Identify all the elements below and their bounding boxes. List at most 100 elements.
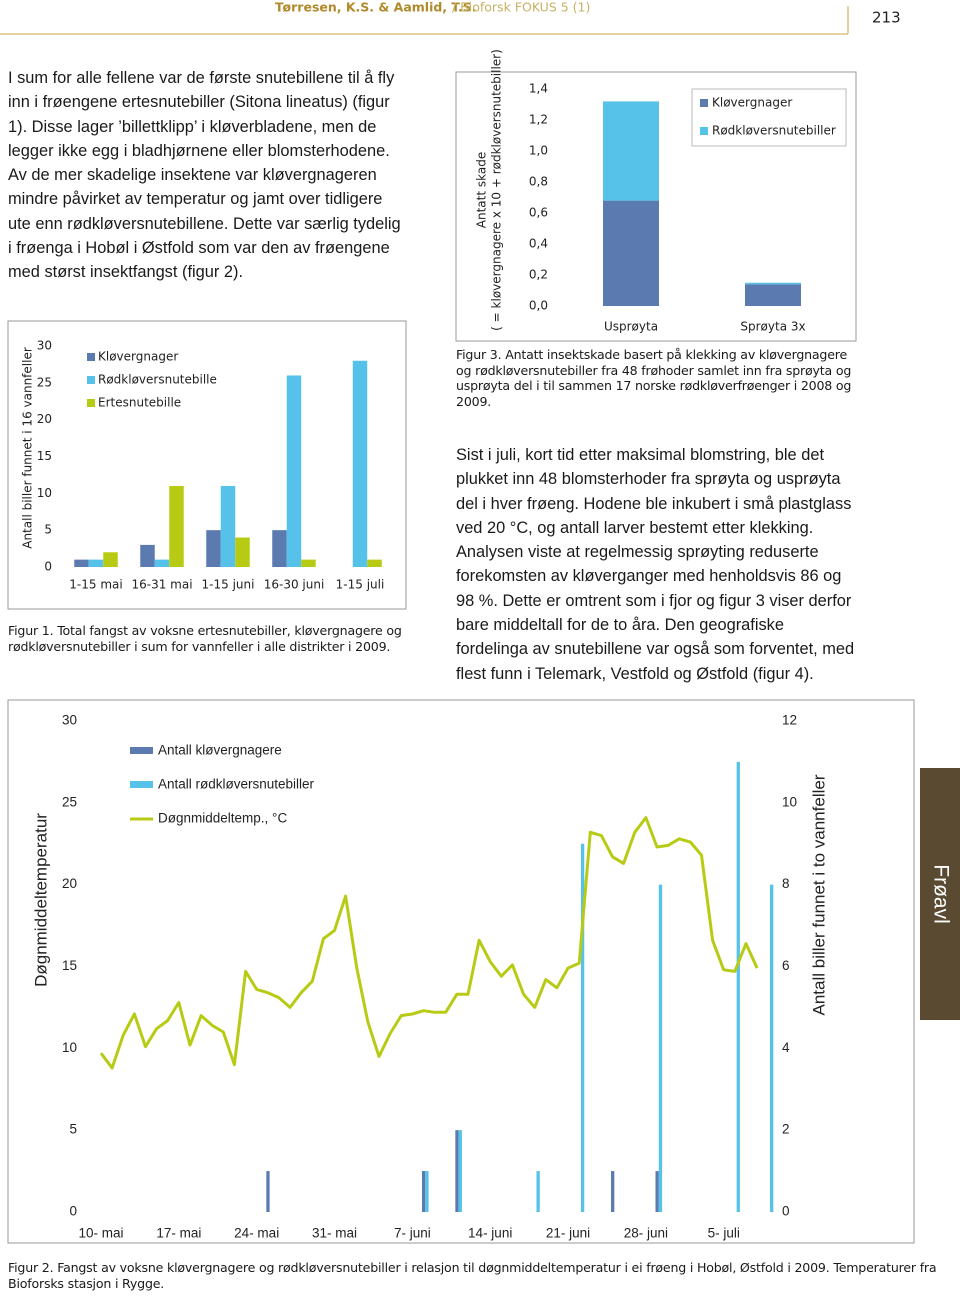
bar [220,485,236,567]
x-tick-label: 24- mai [234,1226,279,1241]
x-tick-label: 28- juni [624,1226,668,1241]
bar [266,1171,270,1212]
bar [536,1171,540,1212]
bar-segment [745,282,801,285]
bar [140,544,155,567]
bar [421,1171,426,1212]
y-tick-label: 10 [62,1040,77,1055]
figure-frame [455,71,857,342]
y2-tick-label: 2 [782,1122,790,1137]
bar [611,1171,615,1212]
y-axis-label: Døgnmiddeltemperatur [31,813,50,987]
y-tick-label: 1,4 [529,82,548,96]
bar [169,485,184,567]
y-axis-label: Antatt skade [475,152,489,228]
legend-swatch [87,353,95,361]
bar [301,559,316,567]
x-tick-label: 7- juni [394,1226,431,1241]
bar [458,1130,462,1212]
paragraph: I sum for alle fellene var de første snu… [8,69,401,282]
bar [103,552,118,567]
x-tick-label: 1-15 juni [202,578,255,592]
y2-tick-label: 10 [782,794,797,809]
bar [206,530,221,567]
figure-frame [7,699,915,1244]
bar [235,537,250,567]
header-authors: Tørresen, K.S. & Aamlid, T.S. [275,0,477,15]
bar [74,559,89,567]
x-tick-label: 14- juni [468,1226,512,1241]
bar [88,559,104,567]
y-tick-label: 30 [37,339,52,353]
x-tick-label: 21- juni [546,1226,590,1241]
y-axis-label: Antall biller funnet i 16 vannfeller [21,347,35,549]
y-tick-label: 0,6 [529,206,548,220]
header-journal: / Bioforsk FOKUS 5 (1) [452,0,590,15]
bar-segment [603,200,659,306]
y-tick-label: 5 [44,523,52,537]
bar [154,559,170,567]
legend-box [691,88,847,147]
bar [455,1130,459,1212]
y-tick-label: 0,0 [529,299,548,313]
bar [580,843,585,1212]
y-tick-label: 10 [37,486,52,500]
legend-label: Døgnmiddeltemp., °C [158,811,287,826]
figure-frame [7,320,407,610]
side-tab-label: Frøavl [929,864,952,924]
side-tab [920,768,960,1020]
bar [352,360,368,567]
y-tick-label: 30 [62,713,77,728]
x-tick-label: 17- mai [156,1226,201,1241]
bar [770,884,774,1212]
y-tick-label: 0,4 [529,237,548,251]
legend-label: Rødkløversnutebiller [712,124,836,138]
page-number: 213 [872,9,901,27]
y-tick-label: 0,2 [529,268,548,282]
bar [658,884,663,1212]
legend-label: Rødkløversnutebille [98,373,217,387]
x-tick-label: 1-15 mai [69,578,122,592]
y-axis-label: ( = kløvergnagere x 10 + rødkløversnuteb… [490,49,504,331]
bar [367,559,382,567]
bar [425,1171,429,1212]
legend-swatch [130,781,153,788]
y-tick-label: 5 [69,1122,77,1137]
y-tick-label: 20 [62,876,77,891]
legend-label: Ertesnutebille [98,396,181,410]
y-tick-label: 0,8 [529,175,548,189]
x-tick-label: Usprøyta [604,320,658,334]
bar-segment [603,101,659,201]
y2-tick-label: 0 [782,1204,790,1219]
legend-swatch [700,127,708,135]
legend-swatch [87,399,95,407]
y2-tick-label: 6 [782,958,790,973]
line [99,816,759,1070]
bar-segment [745,284,801,306]
legend-label: Antall kløvergnagere [158,743,282,758]
y2-axis-label: Antall biller funnet i to vannfeller [809,774,828,1015]
x-tick-label: 31- mai [312,1226,357,1241]
y2-tick-label: 12 [782,713,797,728]
y2-tick-label: 8 [782,876,790,891]
legend-label: Kløvergnager [712,96,792,110]
bar [655,1171,659,1212]
figure-caption: Figur 1. Total fangst av voksne ertesnut… [8,623,402,654]
x-tick-label: 16-31 mai [131,578,192,592]
bar [736,761,740,1212]
x-tick-label: 16-30 juni [264,578,325,592]
x-tick-label: 5- juli [708,1226,740,1241]
bar [272,530,287,567]
legend-swatch [700,99,708,107]
legend-swatch [130,747,153,754]
y-tick-label: 0 [44,560,52,574]
legend-label: Antall rødkløversnutebiller [158,777,315,792]
figure-caption: Figur 3. Antatt insektskade basert på kl… [456,347,852,409]
y2-tick-label: 4 [782,1040,790,1055]
y-tick-label: 1,0 [529,144,548,158]
y-tick-label: 15 [62,958,77,973]
y-tick-label: 25 [37,375,52,389]
paragraph: Sist i juli, kort tid etter maksimal blo… [456,446,855,683]
